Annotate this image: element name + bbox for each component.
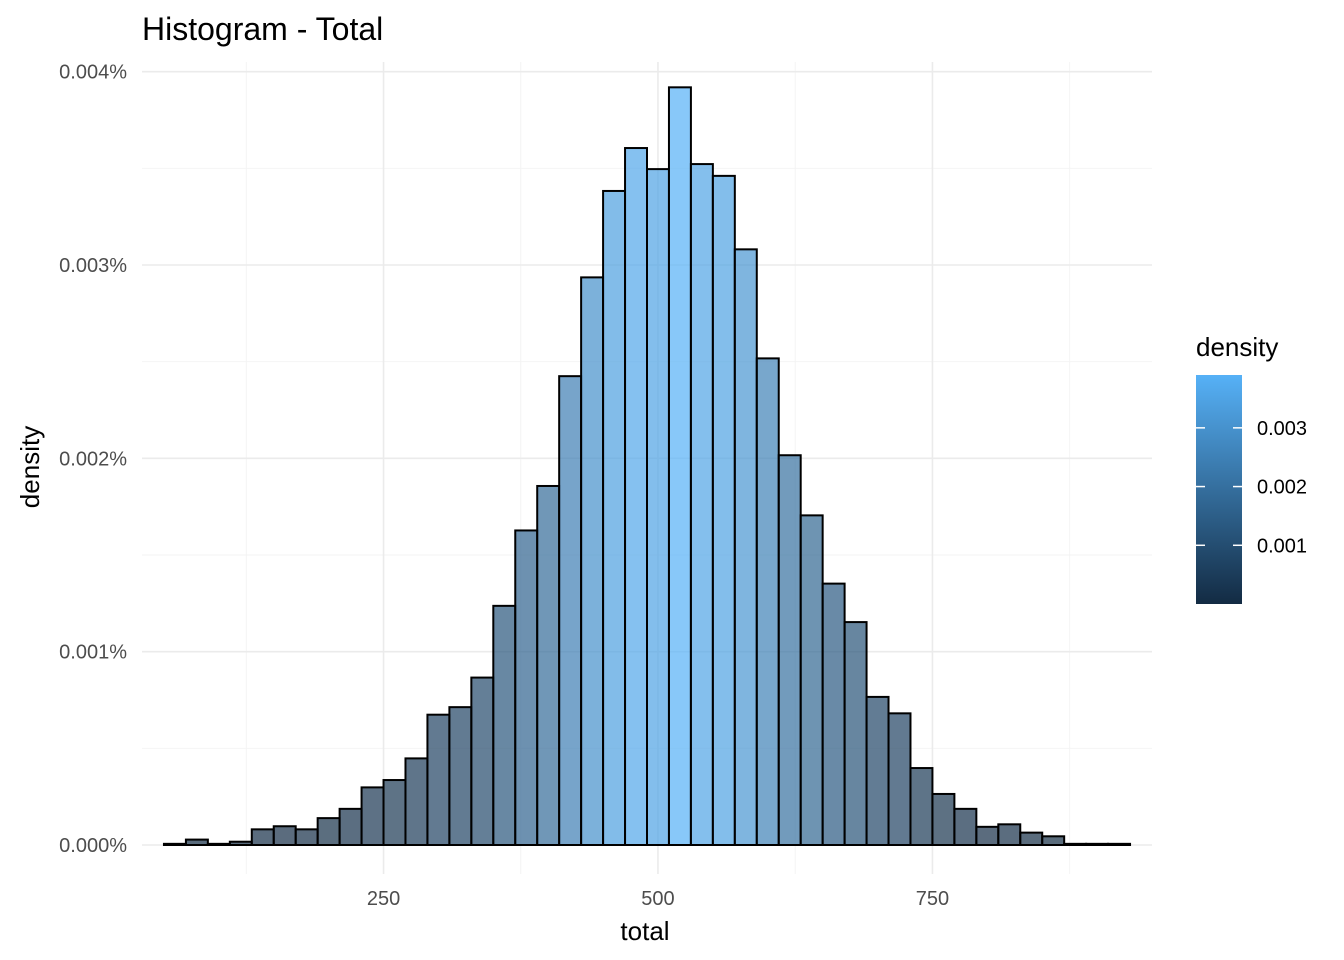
legend-tick-label: 0.001 bbox=[1257, 535, 1307, 557]
histogram-bar bbox=[184, 838, 209, 847]
histogram-bar bbox=[953, 807, 978, 847]
histogram-bar bbox=[162, 842, 187, 847]
histogram-bar bbox=[404, 757, 429, 846]
histogram-bar bbox=[777, 454, 802, 846]
y-axis-title: density bbox=[15, 426, 45, 508]
x-tick-label: 500 bbox=[641, 888, 674, 910]
histogram-bar bbox=[1041, 835, 1066, 846]
histogram-bar bbox=[1019, 831, 1044, 846]
legend-ticks: 0.001 0.002 0.003 bbox=[1196, 418, 1307, 557]
histogram-bar bbox=[294, 828, 319, 847]
x-axis-ticks: 250 500 750 bbox=[367, 888, 949, 910]
histogram-bar bbox=[206, 842, 231, 847]
x-axis-title: total bbox=[620, 916, 669, 946]
histogram-bars bbox=[162, 86, 1132, 847]
histogram-bar bbox=[997, 823, 1022, 847]
histogram-bar bbox=[316, 817, 341, 846]
histogram-bar bbox=[667, 86, 692, 847]
histogram-bar bbox=[1063, 842, 1088, 847]
histogram-bar bbox=[360, 786, 385, 846]
histogram-bar bbox=[733, 248, 758, 846]
histogram-bar bbox=[975, 825, 1000, 846]
histogram-bar bbox=[646, 168, 670, 846]
histogram-bar bbox=[250, 828, 275, 847]
histogram-bar bbox=[602, 189, 627, 847]
histogram-bar bbox=[799, 514, 824, 846]
histogram-bar bbox=[865, 695, 890, 847]
histogram-bar bbox=[426, 713, 451, 847]
y-tick-label: 0.001% bbox=[59, 642, 127, 664]
histogram-bar bbox=[1085, 842, 1110, 847]
histogram-bar bbox=[536, 484, 561, 846]
histogram-bar bbox=[887, 712, 912, 847]
legend-tick-label: 0.002 bbox=[1257, 477, 1307, 499]
histogram-bar bbox=[909, 767, 934, 847]
histogram-bar bbox=[821, 582, 846, 846]
chart-title: Histogram - Total bbox=[142, 11, 383, 47]
histogram-bar bbox=[338, 807, 363, 847]
histogram-bar bbox=[843, 621, 868, 846]
y-tick-label: 0.002% bbox=[59, 448, 127, 470]
histogram-bar bbox=[492, 604, 517, 847]
histogram-bar bbox=[931, 792, 956, 847]
histogram-bar bbox=[228, 840, 253, 846]
y-axis-ticks: 0.000% 0.001% 0.002% 0.003% 0.004% bbox=[59, 62, 127, 857]
y-tick-label: 0.003% bbox=[59, 255, 127, 277]
histogram-bar bbox=[711, 174, 736, 846]
histogram-bar bbox=[755, 357, 780, 846]
x-tick-label: 250 bbox=[367, 888, 400, 910]
histogram-bar bbox=[1107, 842, 1132, 847]
color-legend: density 0.001 0.002 0.003 bbox=[1196, 332, 1307, 604]
histogram-bar bbox=[382, 779, 407, 846]
histogram-bar bbox=[448, 706, 473, 846]
y-tick-label: 0.004% bbox=[59, 62, 127, 84]
histogram-bar bbox=[624, 147, 648, 847]
histogram-bar bbox=[272, 825, 297, 846]
histogram-bar bbox=[689, 163, 714, 846]
histogram-bar bbox=[470, 676, 495, 846]
legend-colorbar bbox=[1196, 375, 1242, 604]
y-tick-label: 0.000% bbox=[59, 835, 127, 857]
histogram-bar bbox=[580, 276, 605, 846]
legend-tick-label: 0.003 bbox=[1257, 418, 1307, 440]
legend-title: density bbox=[1196, 332, 1278, 362]
histogram-bar bbox=[558, 375, 583, 846]
x-tick-label: 750 bbox=[916, 888, 949, 910]
histogram-bar bbox=[514, 529, 539, 846]
